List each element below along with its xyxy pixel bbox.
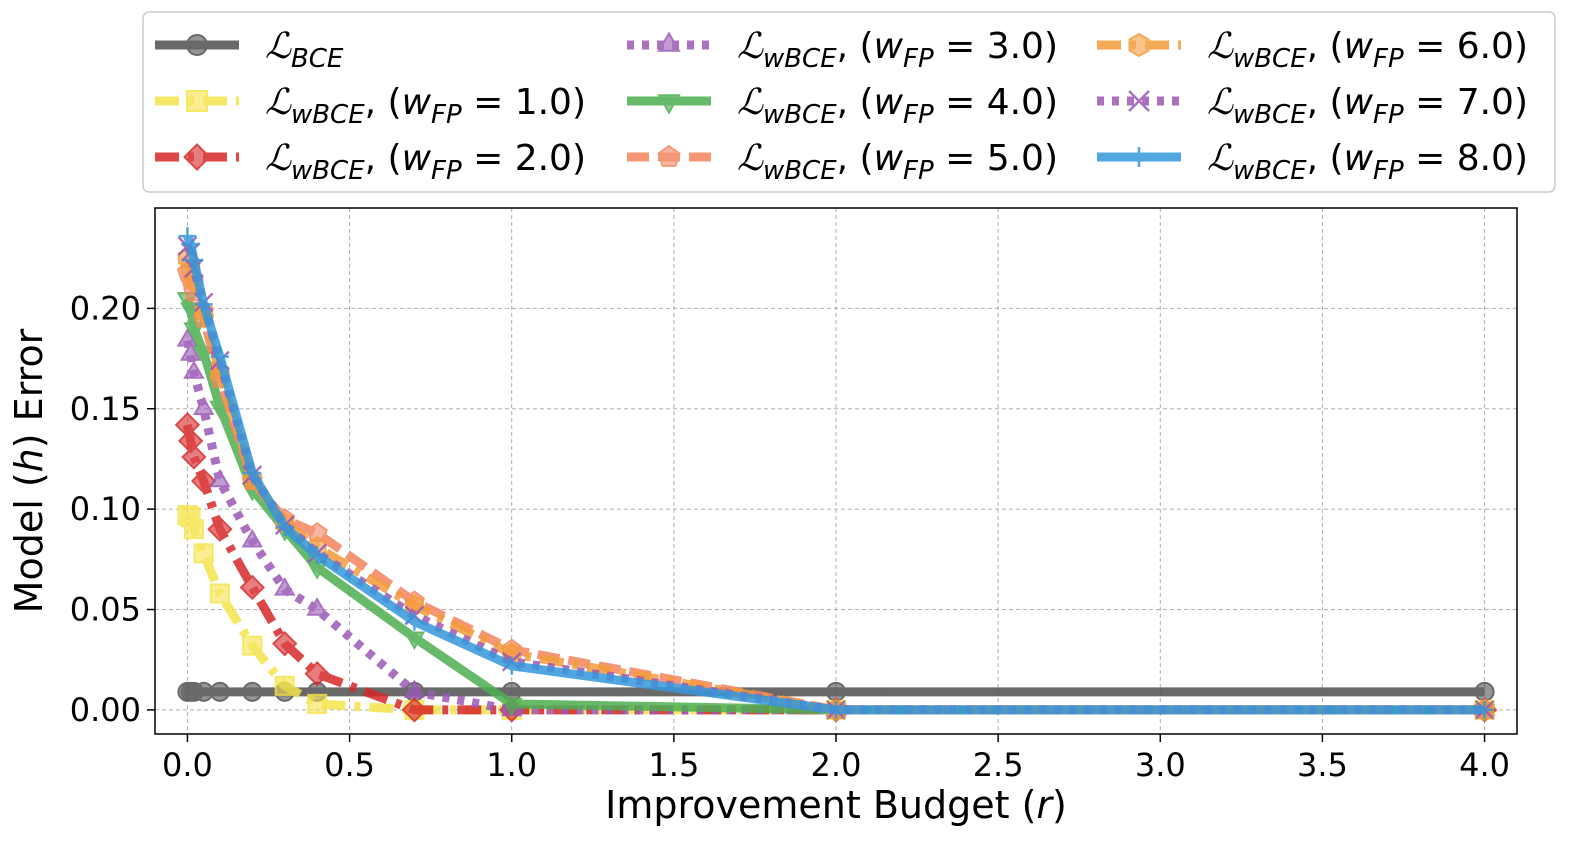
- data-point: [243, 464, 262, 483]
- data-point: [239, 574, 265, 601]
- legend-label: ℒwBCE, (wFP = 6.0): [1207, 26, 1528, 74]
- data-point: [274, 577, 296, 596]
- x-axis-label: Improvement Budget (r): [605, 783, 1067, 827]
- data-point: [192, 396, 215, 415]
- legend-label: ℒBCE: [265, 26, 344, 74]
- grid-lines: [155, 208, 1517, 734]
- y-tick-label: 0.10: [70, 490, 141, 528]
- legend-entry: [155, 34, 239, 56]
- x-tick-label: 2.0: [811, 746, 862, 784]
- legend-entry: [627, 144, 711, 167]
- legend-marker: [183, 143, 211, 171]
- legend-label: ℒwBCE, (wFP = 3.0): [737, 26, 1058, 74]
- data-point: [210, 347, 229, 366]
- data-point: [304, 661, 330, 687]
- x-tick-label: 2.5: [973, 746, 1024, 784]
- axes: 0.0 0.5 1.0 1.5 2.0 2.5 3.0 3.5 4.0 0.00 0.05 0.10 0…: [70, 207, 1518, 784]
- legend-entry: [155, 90, 239, 112]
- data-point: [209, 583, 230, 604]
- data-point: [403, 631, 426, 650]
- legend-marker: [1128, 90, 1150, 112]
- data-point: [403, 679, 426, 699]
- data-point: [827, 700, 845, 719]
- data-point: [501, 697, 523, 717]
- legend-entry: [1097, 147, 1181, 167]
- data-point: [179, 342, 202, 361]
- data-point: [274, 675, 295, 696]
- data-point: [181, 444, 207, 470]
- legend-entry: [627, 94, 711, 115]
- legend-marker: [657, 94, 681, 115]
- x-tick-label: 0.5: [324, 746, 375, 784]
- data-point: [242, 681, 263, 702]
- data-point: [176, 328, 199, 347]
- legend-label: ℒwBCE, (wFP = 2.0): [265, 138, 586, 186]
- x-tick-label: 3.5: [1297, 746, 1348, 784]
- data-point: [190, 468, 217, 494]
- data-point: [183, 519, 204, 540]
- data-point: [184, 251, 203, 270]
- legend-entry: [627, 31, 711, 52]
- x-tick-label: 1.5: [648, 746, 699, 784]
- y-tick-label: 0.05: [70, 591, 141, 629]
- legend-label: ℒwBCE, (wFP = 8.0): [1207, 138, 1528, 186]
- series-8: [178, 227, 1494, 719]
- x-tick-label: 1.0: [486, 746, 537, 784]
- legend-entry: [1097, 90, 1181, 112]
- legend-marker: [657, 31, 681, 52]
- series-layer: [174, 227, 1498, 723]
- legend-entry: [155, 143, 239, 171]
- y-tick-label: 0.00: [70, 691, 141, 729]
- legend-entry: [1097, 32, 1181, 58]
- legend-label: ℒwBCE, (wFP = 1.0): [265, 82, 586, 130]
- legend-marker: [1129, 147, 1149, 167]
- legend-box: [142, 11, 1556, 193]
- data-point: [207, 516, 233, 542]
- data-point: [308, 546, 327, 565]
- data-point: [181, 235, 200, 254]
- data-point: [241, 528, 263, 548]
- x-tick-label: 3.0: [1135, 746, 1186, 784]
- series-line: [183, 339, 1485, 715]
- data-point: [1475, 700, 1494, 719]
- data-point: [275, 518, 294, 537]
- data-point: [401, 697, 428, 723]
- data-point: [194, 295, 213, 314]
- data-point: [405, 612, 424, 631]
- legend-marker: [657, 144, 681, 167]
- legend-label: ℒwBCE, (wFP = 4.0): [737, 82, 1058, 130]
- data-point: [183, 360, 205, 379]
- x-tick-label: 0.0: [162, 746, 213, 784]
- data-point: [242, 635, 263, 656]
- legend: ℒBCE ℒwBCE, (wFP = 1.0) ℒwBCE, (wFP = 2.0)…: [142, 11, 1556, 193]
- data-point: [209, 681, 230, 702]
- legend-label: ℒwBCE, (wFP = 7.0): [1207, 82, 1528, 130]
- y-axis-label: Model (h) Error: [7, 328, 51, 613]
- data-point: [193, 543, 214, 564]
- y-tick-label: 0.20: [70, 289, 141, 327]
- x-tick-label: 4.0: [1459, 746, 1510, 784]
- legend-marker: [1128, 32, 1150, 58]
- data-point: [272, 630, 298, 657]
- legend-label: ℒwBCE, (wFP = 5.0): [737, 138, 1058, 186]
- data-point: [209, 468, 231, 488]
- data-point: [502, 656, 521, 675]
- data-point: [178, 227, 197, 246]
- data-point: [307, 693, 328, 714]
- legend-marker: [186, 34, 208, 56]
- legend-marker: [186, 90, 208, 112]
- data-point: [306, 597, 328, 616]
- y-tick-label: 0.15: [70, 390, 141, 428]
